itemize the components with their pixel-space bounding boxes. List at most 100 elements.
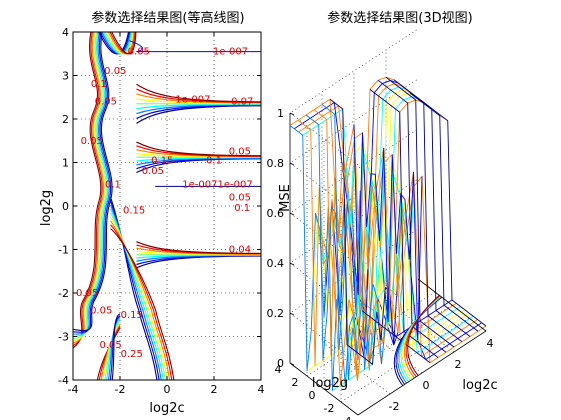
contour-band-line [136, 105, 261, 124]
contour-x-tick-label: -4 [68, 383, 79, 396]
surface-z-tick [289, 312, 295, 316]
contour-level-label: 0.05 [229, 192, 251, 203]
contour-level-label: 0.04 [229, 245, 251, 256]
contour-level-label: 1e-007 [175, 94, 210, 105]
contour-bottom-line [107, 316, 121, 380]
contour-left-line [73, 32, 105, 344]
surface-y-tick-label: 0 [309, 389, 316, 402]
contour-level-label: 0.1 [234, 203, 250, 214]
surface-mesh-line [329, 98, 399, 366]
contour-top-loop [111, 32, 137, 55]
contour-y-tick-label: -3 [58, 331, 69, 344]
surface-mesh-line [321, 104, 391, 370]
contour-left-line [73, 32, 109, 337]
contour-level-label: 1e-007 [213, 47, 248, 58]
contour-bottom-line [111, 313, 121, 380]
surface-z-tick [289, 212, 295, 216]
contour-y-axis-label: log2g [39, 190, 54, 226]
surface-z-tick-label: 0 [277, 357, 284, 370]
surface-mesh-line [353, 124, 423, 341]
contour-level-label: 0.05 [95, 97, 117, 108]
surface-x-tick-label: 0 [423, 379, 430, 392]
contour-y-tick-label: 4 [62, 26, 69, 39]
contour-lines [73, 32, 261, 380]
contour-level-label: 0.05 [90, 305, 112, 316]
contour-level-label: 1e-007 [218, 179, 253, 190]
surface-z-tick-label: 0.4 [267, 257, 285, 270]
surface-mesh-line [313, 109, 383, 375]
surface-z-tick [289, 362, 295, 366]
contour-left-line [73, 32, 102, 349]
surface-floor-edge [289, 362, 359, 416]
contour-level-label: 0.07 [231, 97, 253, 108]
surface-y-axis-label: log2g [312, 376, 348, 391]
contour-level-label: 0.1 [91, 79, 107, 90]
contour-left-line [73, 32, 113, 331]
contour-top-line [129, 40, 143, 53]
contour-diagonal-line [110, 228, 175, 380]
contour-level-label: 0.05 [81, 136, 103, 147]
contour-level-label: 0.1 [105, 179, 121, 190]
contour-band-line [136, 241, 261, 255]
contour-level-label: 0.05 [76, 288, 98, 299]
contour-level-label: 0.05 [99, 340, 121, 351]
surface-z-tick-label: 0.8 [267, 157, 285, 170]
contour-level-label: 0.05 [142, 166, 164, 177]
surface-y-tick-label: -2 [324, 402, 335, 415]
surface-x-tick-label: 2 [455, 358, 462, 371]
contour-level-label: 1e-007 [182, 179, 217, 190]
contour-level-label: 0.15 [151, 155, 173, 166]
surface-x-tick-label: -2 [389, 400, 400, 413]
contour-level-label: 0.25 [121, 349, 143, 360]
contour-level-label: 0.15 [123, 205, 145, 216]
surface-y-tick-label: -4 [341, 415, 352, 420]
surface-mesh-line [417, 97, 487, 327]
surface-mesh-line [401, 85, 471, 337]
surface-mesh-line [361, 310, 431, 364]
surface-x-gridline [321, 92, 391, 395]
contour-band-line [136, 83, 261, 103]
contour-y-tick-label: 3 [62, 70, 69, 83]
contour-left-line [73, 32, 107, 340]
contour-x-tick-label: 0 [164, 383, 171, 396]
contour-y-tick-label: -2 [58, 287, 69, 300]
contour-y-tick-label: 2 [62, 113, 69, 126]
contour-left-line [73, 32, 106, 342]
contour-bottom-line [102, 322, 121, 380]
surface-x-tick-label: 4 [487, 337, 494, 350]
contour-bottom-line [98, 325, 121, 380]
left-chart-title: 参数选择结果图(等高线图) [91, 10, 244, 26]
surface-mesh-line [409, 92, 479, 332]
surface-z-tick-label: 0.2 [267, 307, 285, 320]
surface-floor-contour [407, 294, 440, 376]
contour-bottom-line [104, 320, 121, 380]
contour-x-tick-label: 4 [258, 383, 265, 396]
contour-level-label: 0.05 [128, 47, 150, 58]
surface-y-tick-label: 4 [275, 363, 282, 376]
surface-mesh [289, 76, 487, 391]
surface-mesh-line [289, 125, 359, 391]
contour-y-tick-label: 0 [62, 200, 69, 213]
surface-mesh-line [369, 89, 439, 358]
surface-y-tick-label: 2 [292, 376, 299, 389]
surface-mesh-line [385, 76, 455, 348]
contour-left-line [73, 32, 110, 335]
contour-y-tick-label: -4 [58, 374, 69, 387]
contour-x-axis-label: log2c [149, 401, 184, 416]
surface-z-tick [289, 112, 295, 116]
contour-level-label: 0.05 [229, 147, 251, 158]
contour-left-line [73, 32, 103, 347]
contour-bottom-line [109, 315, 121, 380]
surface-z-axis-label: MSE [278, 184, 293, 212]
surface-floor-edge [357, 278, 487, 416]
contour-level-label: 0.15 [121, 310, 143, 321]
surface-z-tick-label: 1 [277, 107, 284, 120]
surface-z-gridline [289, 228, 419, 366]
contour-bottom-line [106, 318, 121, 380]
surface-x-axis-label: log2c [462, 378, 497, 393]
contour-left-line [73, 32, 112, 333]
